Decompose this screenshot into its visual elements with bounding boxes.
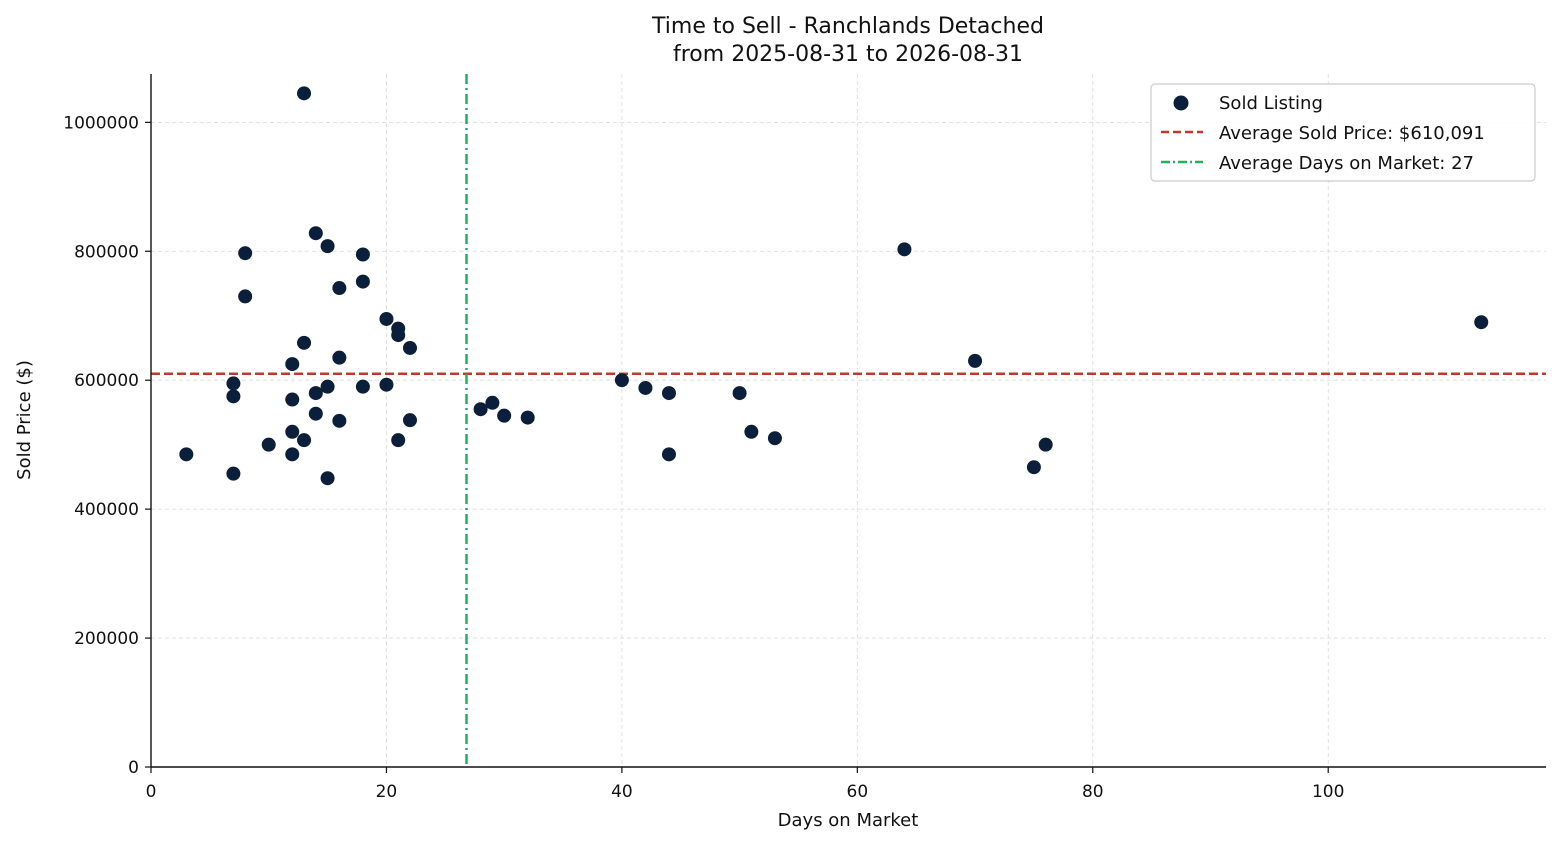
data-point (897, 242, 912, 257)
data-point (285, 357, 300, 372)
data-point (520, 410, 535, 425)
data-point (261, 437, 276, 452)
y-axis-label: Sold Price ($) (14, 360, 35, 480)
data-point (614, 373, 629, 388)
chart-title: Time to Sell - Ranchlands Detached from … (651, 14, 1044, 67)
data-point (308, 226, 323, 241)
data-point (320, 379, 335, 394)
x-tick-label: 0 (146, 782, 157, 802)
legend-box (1150, 83, 1536, 182)
chart-subtitle: from 2025-08-31 to 2026-08-31 (673, 42, 1023, 67)
data-point (226, 376, 241, 391)
data-points (179, 86, 1489, 486)
x-tick-label: 20 (376, 782, 398, 802)
data-point (391, 433, 406, 448)
data-point (179, 447, 194, 462)
data-point (1474, 315, 1489, 330)
data-point (767, 431, 782, 446)
data-point (297, 86, 312, 101)
data-point (226, 389, 241, 404)
legend-label-sold-listing: Sold Listing (1219, 93, 1323, 114)
data-point (485, 395, 500, 410)
y-tick-label: 600000 (74, 371, 139, 391)
x-axis-label: Days on Market (778, 810, 919, 831)
data-point (1038, 437, 1053, 452)
data-point (391, 328, 406, 343)
data-point (661, 386, 676, 401)
data-point (744, 424, 759, 439)
y-tick-label: 200000 (74, 629, 139, 649)
data-point (661, 447, 676, 462)
reference-lines (151, 74, 1546, 767)
data-point (238, 289, 253, 304)
data-point (238, 246, 253, 261)
legend-label-avg-days: Average Days on Market: 27 (1219, 153, 1474, 174)
legend-marker-sold-listing (1173, 95, 1189, 111)
data-point (732, 386, 747, 401)
data-point (332, 350, 347, 365)
y-tick-label: 400000 (74, 500, 139, 520)
data-point (379, 377, 394, 392)
data-point (332, 413, 347, 428)
data-point (297, 335, 312, 350)
legend-label-avg-price: Average Sold Price: $610,091 (1219, 123, 1485, 144)
data-point (1026, 460, 1041, 475)
data-point (379, 311, 394, 326)
data-point (297, 433, 312, 448)
data-point (497, 408, 512, 423)
y-tick-label: 800000 (74, 242, 139, 262)
data-point (968, 353, 983, 368)
data-point (638, 380, 653, 395)
x-tick-label: 100 (1312, 782, 1344, 802)
axes: 0 20 40 60 80 100 0 200000 400000 600000 800000 100… (63, 74, 1546, 802)
data-point (332, 281, 347, 296)
x-tick-label: 60 (847, 782, 869, 802)
data-point (285, 392, 300, 407)
x-tick-label: 40 (611, 782, 633, 802)
data-point (226, 466, 241, 481)
data-point (402, 340, 417, 355)
y-tick-label: 0 (128, 758, 139, 778)
data-point (320, 239, 335, 254)
data-point (285, 447, 300, 462)
data-point (473, 402, 488, 417)
data-point (308, 406, 323, 421)
data-point (355, 379, 370, 394)
data-point (355, 247, 370, 262)
data-point (320, 471, 335, 486)
data-point (402, 413, 417, 428)
y-tick-label: 1000000 (63, 113, 139, 133)
legend: Sold Listing Average Sold Price: $610,09… (1150, 83, 1536, 182)
chart-title-line1: Time to Sell - Ranchlands Detached (651, 14, 1044, 39)
data-point (285, 424, 300, 439)
data-point (308, 386, 323, 401)
data-point (355, 274, 370, 289)
x-tick-label: 80 (1082, 782, 1104, 802)
